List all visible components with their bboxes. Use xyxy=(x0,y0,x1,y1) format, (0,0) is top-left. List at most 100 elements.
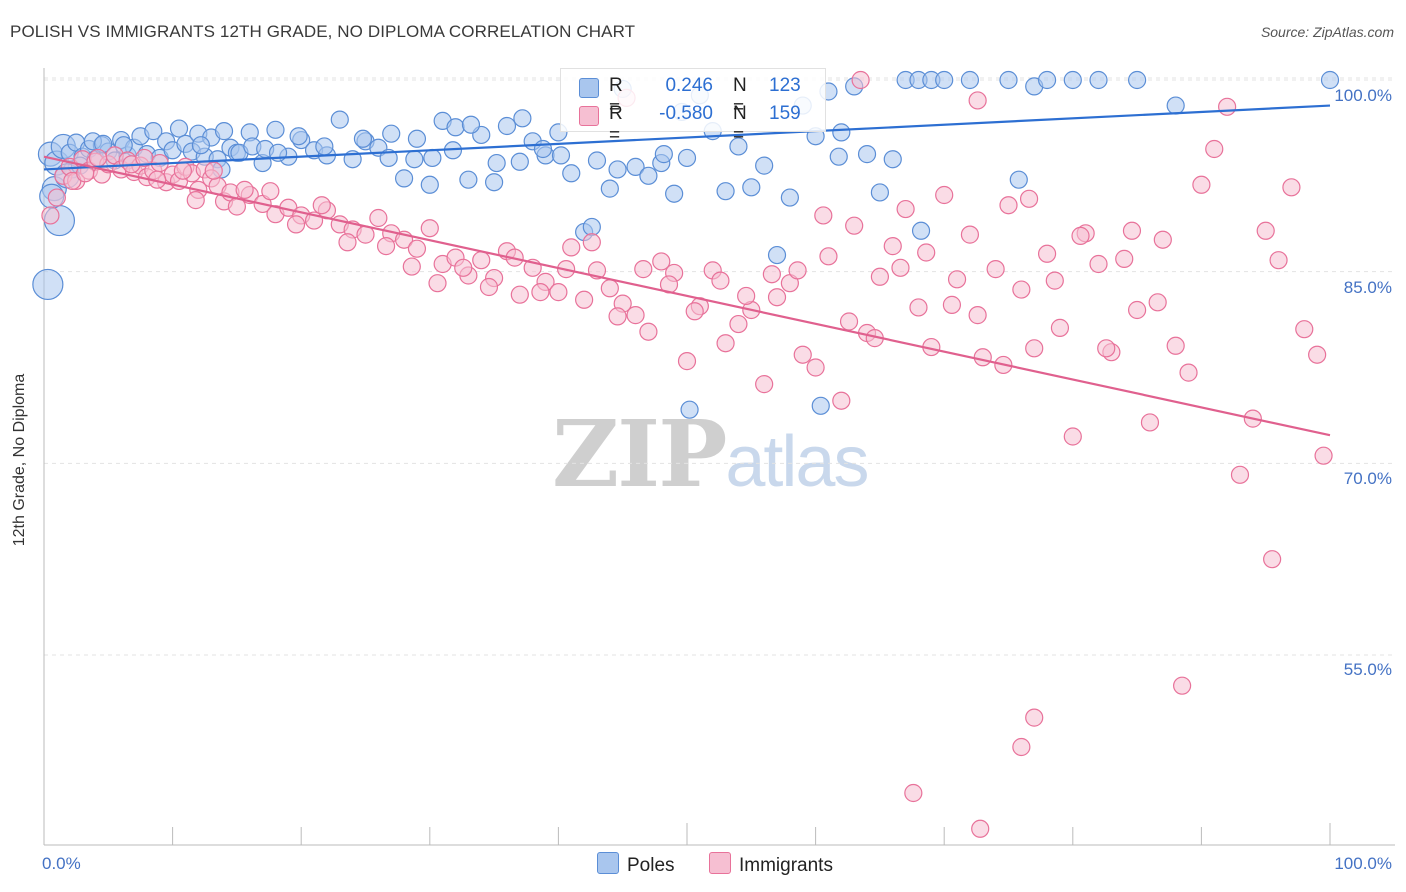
immigrants-point-80 xyxy=(883,237,902,256)
immigrants-point-84 xyxy=(935,185,954,205)
poles-point-32 xyxy=(266,120,285,139)
immigrants-point-146 xyxy=(582,233,601,252)
immigrants-point-93 xyxy=(1050,318,1070,337)
immigrants-point-155 xyxy=(814,206,833,225)
immigrants-point-51 xyxy=(510,285,529,304)
immigrants-point-89 xyxy=(999,196,1018,215)
immigrants-point-86 xyxy=(960,225,980,244)
immigrants-point-133 xyxy=(235,180,254,199)
chart-title: POLISH VS IMMIGRANTS 12TH GRADE, NO DIPL… xyxy=(10,22,636,41)
poles-point-127 xyxy=(32,268,64,301)
poles-point-122 xyxy=(680,400,699,419)
immigrants-point-98 xyxy=(1115,249,1134,268)
y-tick-label-85: 85.0% xyxy=(1343,278,1392,297)
source-credit: Source: ZipAtlas.com xyxy=(1260,24,1394,40)
poles-point-44 xyxy=(420,175,439,194)
poles-point-41 xyxy=(382,124,401,143)
poles-r-value: 0.246 xyxy=(665,75,713,96)
immigrants-point-122 xyxy=(968,91,987,110)
immigrants-point-106 xyxy=(1218,97,1237,116)
y-tick-label-70: 70.0% xyxy=(1343,469,1392,488)
immigrants-point-142 xyxy=(479,277,499,297)
immigrants-point-81 xyxy=(896,199,915,219)
immigrants-point-71 xyxy=(767,288,787,307)
immigrants-point-44 xyxy=(420,219,439,238)
immigrants-point-130 xyxy=(173,161,192,180)
immigrants-swatch xyxy=(579,106,599,126)
immigrants-point-0 xyxy=(41,206,60,225)
poles-point-64 xyxy=(677,148,697,168)
poles-point-91 xyxy=(1127,70,1147,90)
poles-point-116 xyxy=(533,139,553,159)
immigrants-point-126 xyxy=(88,148,108,168)
immigrants-point-87 xyxy=(973,348,992,367)
legend-item-immigrants[interactable]: Immigrants xyxy=(709,852,833,877)
immigrants-point-54 xyxy=(549,283,568,302)
poles-point-50 xyxy=(497,116,517,136)
legend-swatch-immigrants xyxy=(709,852,731,874)
poles-point-110 xyxy=(405,150,424,169)
poles-point-100 xyxy=(191,136,210,155)
y-axis-label: 12th Grade, No Diploma xyxy=(11,373,28,547)
poles-point-58 xyxy=(600,179,619,198)
immigrants-point-61 xyxy=(639,322,658,341)
poles-point-46 xyxy=(446,118,465,137)
poles-swatch xyxy=(579,78,599,98)
immigrants-point-55 xyxy=(562,238,581,257)
immigrants-point-103 xyxy=(1179,363,1198,382)
immigrants-point-119 xyxy=(904,783,923,803)
immigrants-point-70 xyxy=(755,375,774,394)
immigrants-point-158 xyxy=(891,258,910,277)
immigrants-point-161 xyxy=(968,306,987,325)
immigrants-point-64 xyxy=(677,352,697,371)
poles-point-69 xyxy=(742,178,761,197)
poles-point-120 xyxy=(654,145,673,164)
immigrants-point-105 xyxy=(1205,139,1224,159)
immigrants-point-110 xyxy=(1269,251,1288,270)
immigrants-point-75 xyxy=(819,247,838,266)
watermark-atlas: atlas xyxy=(725,422,869,502)
poles-point-124 xyxy=(829,147,848,166)
stats-box: R = 0.246 N = 123 R = -0.580 N = 159 xyxy=(560,68,826,146)
legend-label-poles: Poles xyxy=(627,855,675,876)
immigrants-point-113 xyxy=(1308,345,1327,364)
poles-point-85 xyxy=(960,70,980,90)
immigrants-point-99 xyxy=(1127,300,1147,320)
x-tick-label-0: 0.0% xyxy=(42,854,81,873)
immigrants-point-121 xyxy=(851,70,870,90)
immigrants-point-156 xyxy=(839,312,859,331)
immigrants-point-109 xyxy=(1256,221,1275,240)
immigrants-point-114 xyxy=(1314,446,1333,465)
immigrants-point-43 xyxy=(407,239,427,258)
immigrants-r-label: R = xyxy=(609,103,623,146)
immigrants-point-153 xyxy=(762,265,781,284)
poles-point-108 xyxy=(353,129,373,148)
watermark: ZIPatlas xyxy=(552,400,869,508)
immigrants-n-value: 159 xyxy=(769,103,801,124)
immigrants-point-118 xyxy=(1012,737,1031,757)
poles-point-123 xyxy=(811,396,830,415)
legend: Poles Immigrants xyxy=(0,852,1406,876)
poles-point-126 xyxy=(1009,170,1028,189)
poles-point-117 xyxy=(551,146,571,165)
immigrants-point-88 xyxy=(986,260,1005,279)
immigrants-point-96 xyxy=(1089,254,1108,274)
poles-point-78 xyxy=(857,145,877,164)
poles-point-51 xyxy=(510,152,529,171)
poles-n-label: N = xyxy=(733,75,747,118)
poles-point-47 xyxy=(459,170,478,189)
immigrants-point-85 xyxy=(947,270,967,289)
immigrants-point-160 xyxy=(942,295,962,314)
immigrants-point-132 xyxy=(204,161,223,180)
immigrants-point-68 xyxy=(729,314,748,334)
immigrants-point-104 xyxy=(1192,175,1211,194)
poles-point-70 xyxy=(755,156,774,175)
immigrants-point-94 xyxy=(1063,427,1082,446)
poles-point-106 xyxy=(289,127,308,146)
watermark-zip: ZIP xyxy=(552,400,727,508)
immigrants-point-163 xyxy=(1019,189,1039,208)
immigrants-point-128 xyxy=(135,148,154,168)
poles-point-107 xyxy=(315,137,334,156)
legend-item-poles[interactable]: Poles xyxy=(597,852,675,877)
poles-point-109 xyxy=(379,148,398,168)
